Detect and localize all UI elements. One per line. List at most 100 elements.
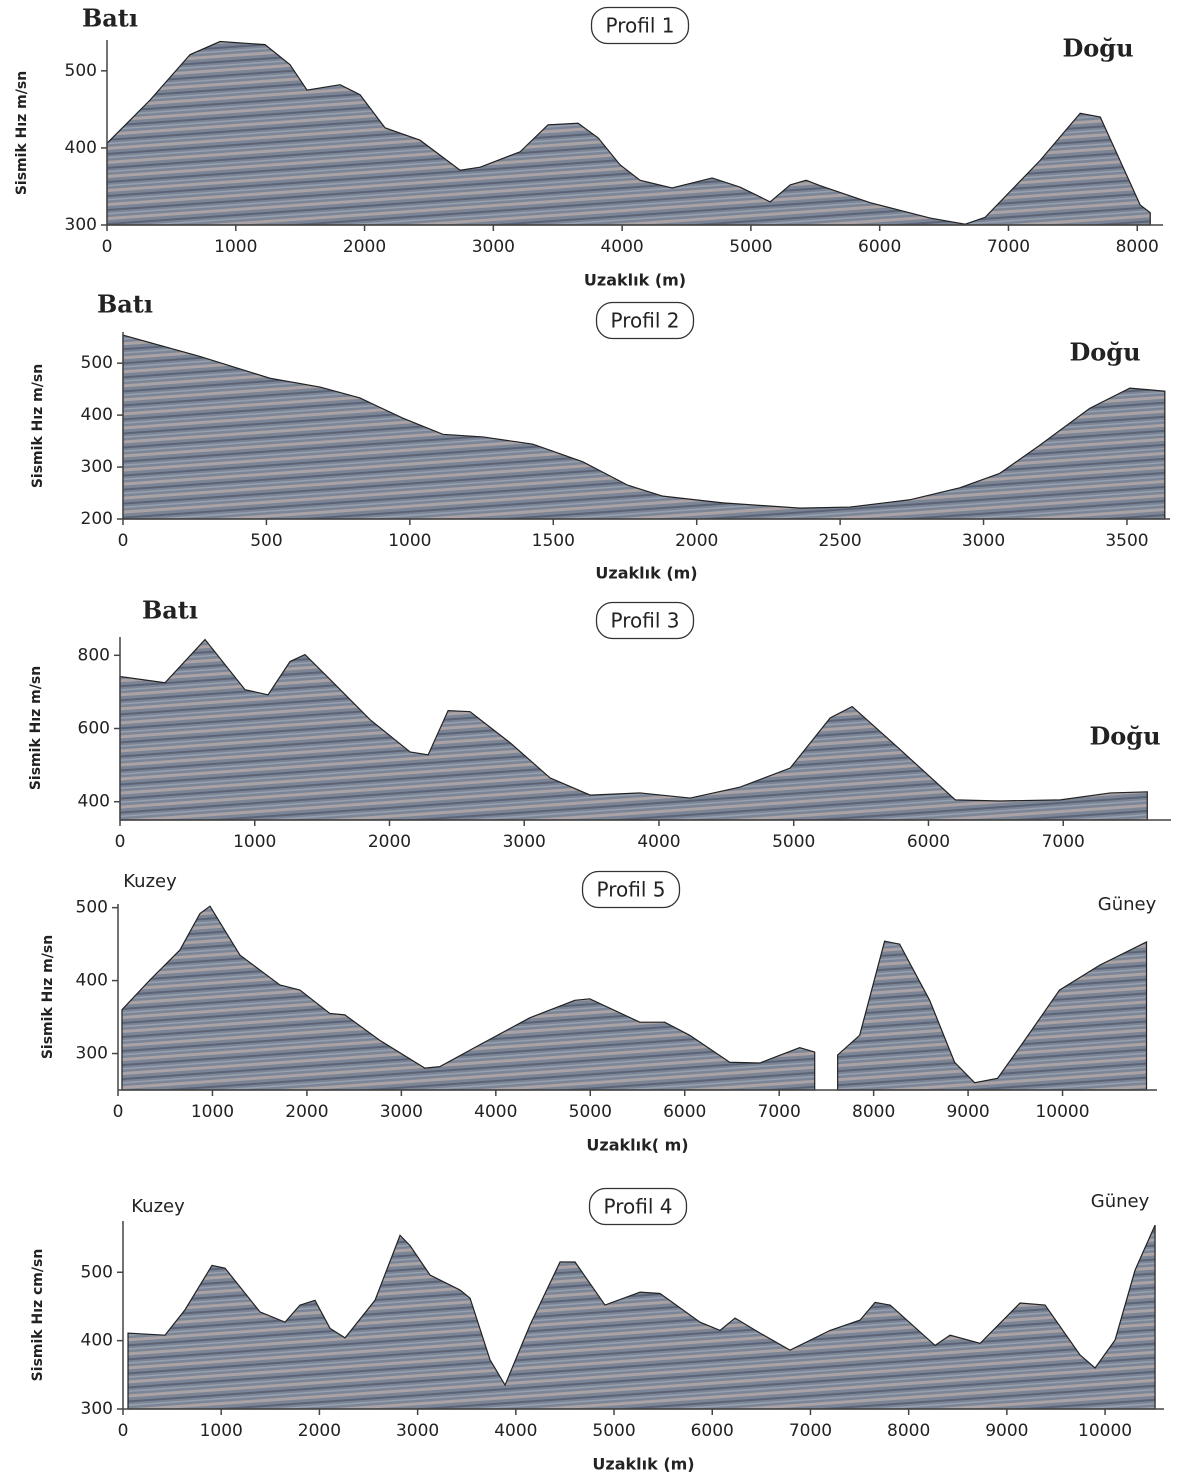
y-tick-label: 400 bbox=[76, 971, 108, 991]
x-tick-label: 2000 bbox=[285, 1102, 328, 1122]
x-tick-label: 10000 bbox=[1078, 1421, 1132, 1441]
y-tick-label: 400 bbox=[81, 1331, 113, 1351]
x-tick-label: 1000 bbox=[200, 1421, 243, 1441]
x-tick-label: 0 bbox=[115, 832, 126, 852]
x-axis-label: Uzaklık (m) bbox=[595, 564, 697, 583]
x-tick-label: 8000 bbox=[1116, 237, 1159, 257]
left-label: Batı bbox=[142, 596, 198, 625]
x-tick-label: 500 bbox=[250, 531, 282, 551]
right-label: Güney bbox=[1098, 894, 1157, 915]
x-tick-label: 3500 bbox=[1105, 531, 1148, 551]
y-tick-label: 300 bbox=[76, 1044, 108, 1064]
y-tick-label: 600 bbox=[78, 719, 110, 739]
x-tick-label: 8000 bbox=[852, 1102, 895, 1122]
x-tick-label: 6000 bbox=[858, 237, 901, 257]
x-tick-label: 1000 bbox=[388, 531, 431, 551]
chart-title: Profil 4 bbox=[604, 1195, 673, 1219]
x-tick-label: 2000 bbox=[675, 531, 718, 551]
x-axis-label: Uzaklık (m) bbox=[584, 271, 686, 290]
title-box bbox=[595, 301, 695, 340]
x-tick-label: 1500 bbox=[532, 531, 575, 551]
x-tick-label: 0 bbox=[118, 531, 129, 551]
x-tick-label: 1000 bbox=[233, 832, 276, 852]
y-axis-label: Sismik Hız m/sn bbox=[14, 71, 30, 195]
y-tick-label: 300 bbox=[81, 1399, 113, 1419]
x-tick-label: 5000 bbox=[729, 237, 772, 257]
left-label: Kuzey bbox=[131, 1196, 185, 1217]
y-tick-label: 200 bbox=[81, 509, 113, 529]
chart: 200 300 400 500 0 500 1000 1500 2000 2500 3000 3500… bbox=[30, 290, 1170, 583]
x-tick-label: 2000 bbox=[343, 237, 386, 257]
y-tick-label: 500 bbox=[81, 353, 113, 373]
x-tick-label: 2000 bbox=[368, 832, 411, 852]
x-tick-label: 3000 bbox=[380, 1102, 423, 1122]
x-tick-label: 6000 bbox=[663, 1102, 706, 1122]
x-tick-label: 2000 bbox=[298, 1421, 341, 1441]
title-box bbox=[595, 601, 695, 640]
x-tick-label: 4000 bbox=[637, 832, 680, 852]
right-label: Doğu bbox=[1062, 34, 1133, 63]
profile-area bbox=[119, 638, 1148, 821]
y-tick-label: 400 bbox=[65, 138, 97, 158]
y-tick-label: 400 bbox=[81, 405, 113, 425]
x-tick-label: 7000 bbox=[789, 1421, 832, 1441]
x-tick-label: 0 bbox=[118, 1421, 129, 1441]
x-axis-label: Uzaklık (m) bbox=[592, 1455, 694, 1474]
x-tick-label: 5000 bbox=[592, 1421, 635, 1441]
x-tick-label: 5000 bbox=[569, 1102, 612, 1122]
x-tick-label: 0 bbox=[102, 237, 113, 257]
chart: 400 600 800 0 1000 2000 3000 4000 5000 6000 7000 Pr… bbox=[28, 596, 1171, 852]
x-tick-label: 3000 bbox=[503, 832, 546, 852]
y-tick-label: 400 bbox=[78, 792, 110, 812]
y-tick-label: 800 bbox=[78, 645, 110, 665]
chart-title: Profil 5 bbox=[597, 878, 666, 902]
left-label: Batı bbox=[97, 290, 153, 319]
x-tick-label: 7000 bbox=[1042, 832, 1085, 852]
x-axis-label: Uzaklık( m) bbox=[586, 1136, 688, 1155]
profile-area bbox=[106, 40, 1151, 226]
right-label: Doğu bbox=[1069, 338, 1140, 367]
x-tick-label: 7000 bbox=[758, 1102, 801, 1122]
y-tick-label: 300 bbox=[65, 215, 97, 235]
x-tick-label: 5000 bbox=[772, 832, 815, 852]
left-label: Kuzey bbox=[123, 871, 177, 892]
y-axis-label: Sismik Hız m/sn bbox=[30, 364, 46, 488]
right-label: Güney bbox=[1091, 1191, 1150, 1212]
title-box bbox=[590, 6, 690, 45]
x-tick-label: 2500 bbox=[818, 531, 861, 551]
y-axis-label: Sismik Hız m/sn bbox=[28, 666, 44, 790]
profile-area bbox=[121, 905, 1148, 1091]
x-tick-label: 3000 bbox=[396, 1421, 439, 1441]
y-tick-label: 500 bbox=[81, 1262, 113, 1282]
y-tick-label: 300 bbox=[81, 457, 113, 477]
x-tick-label: 8000 bbox=[887, 1421, 930, 1441]
right-label: Doğu bbox=[1089, 722, 1160, 751]
chart-title: Profil 1 bbox=[606, 14, 675, 38]
x-tick-label: 10000 bbox=[1035, 1102, 1089, 1122]
y-tick-label: 500 bbox=[65, 61, 97, 81]
x-tick-label: 6000 bbox=[691, 1421, 734, 1441]
x-tick-label: 9000 bbox=[985, 1421, 1028, 1441]
x-tick-label: 3000 bbox=[472, 237, 515, 257]
title-box bbox=[588, 1187, 688, 1226]
profile-area bbox=[122, 334, 1166, 520]
x-tick-label: 3000 bbox=[962, 531, 1005, 551]
x-tick-label: 4000 bbox=[600, 237, 643, 257]
x-tick-label: 0 bbox=[113, 1102, 124, 1122]
y-axis-label: Sismik Hız m/sn bbox=[40, 935, 56, 1059]
x-tick-label: 1000 bbox=[214, 237, 257, 257]
x-tick-label: 4000 bbox=[494, 1421, 537, 1441]
y-axis-label: Sismik Hız cm/sn bbox=[30, 1249, 46, 1382]
x-tick-label: 1000 bbox=[191, 1102, 234, 1122]
profile-area bbox=[127, 1224, 1156, 1410]
x-tick-label: 9000 bbox=[946, 1102, 989, 1122]
chart-title: Profil 3 bbox=[611, 609, 680, 633]
x-tick-label: 4000 bbox=[474, 1102, 517, 1122]
left-label: Batı bbox=[82, 4, 138, 33]
chart-title: Profil 2 bbox=[611, 309, 680, 333]
y-tick-label: 500 bbox=[76, 898, 108, 918]
